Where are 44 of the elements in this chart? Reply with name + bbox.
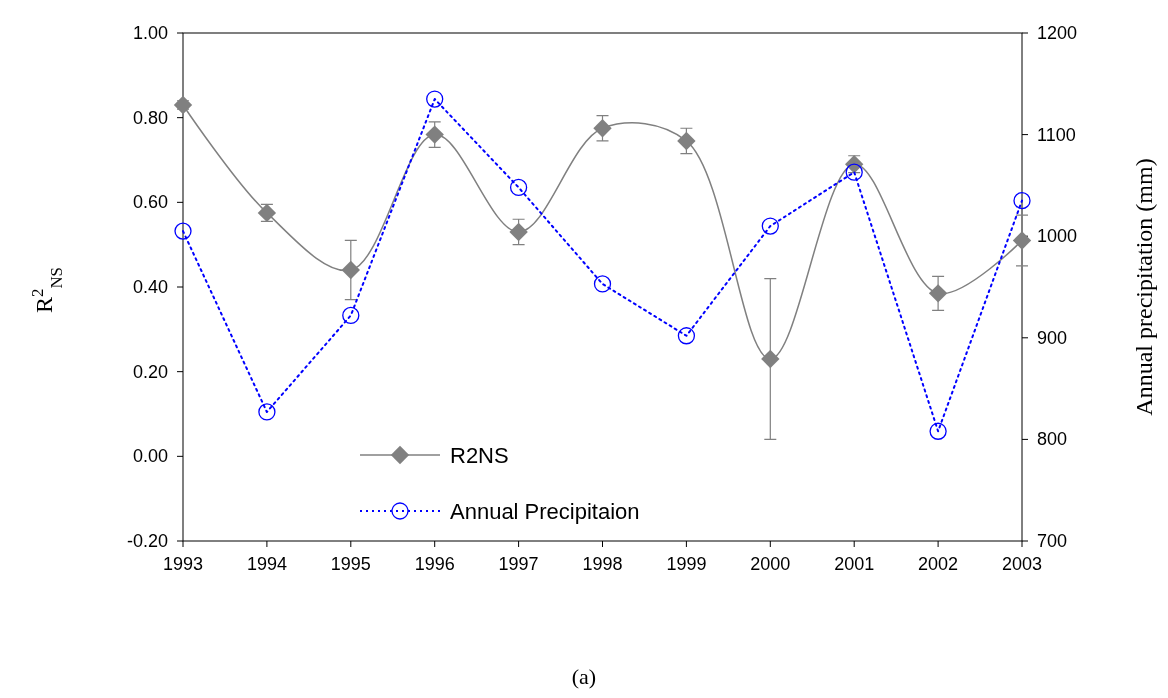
y-tick-label: 0.60	[132, 192, 168, 213]
point	[509, 178, 528, 197]
x-tick-label: 1995	[330, 554, 371, 574]
y-tick-label: 0.40	[132, 277, 168, 297]
x-tick-label: 1996	[414, 554, 455, 574]
point	[929, 422, 947, 440]
x-tick-label: 1997	[498, 554, 539, 574]
point	[509, 222, 528, 242]
point	[342, 306, 360, 325]
point	[425, 125, 444, 144]
y2-tick-label: 900	[1037, 327, 1068, 348]
y-tick-label: 0.00	[132, 446, 168, 467]
point	[761, 217, 779, 235]
y2-tick-label: 1000	[1037, 226, 1078, 247]
point	[677, 327, 696, 345]
x-tick-label: 2002	[918, 554, 959, 574]
point	[174, 222, 192, 240]
x-tick-label: 2000	[750, 554, 791, 574]
y2-tick-label: 1200	[1037, 23, 1078, 43]
point	[677, 131, 696, 151]
y2-tick-label: 700	[1037, 531, 1068, 551]
x-tick-label: 2003	[1001, 554, 1043, 574]
point	[593, 275, 612, 293]
x-tick-label: 1994	[246, 554, 287, 574]
point	[426, 90, 444, 108]
legend-label: Annual Precipitaion	[450, 499, 640, 524]
y2-tick-label: 1100	[1037, 124, 1076, 145]
point	[845, 163, 863, 181]
y-tick-label: -0.20	[126, 531, 168, 551]
x-tick-label: 1993	[162, 554, 204, 574]
y-tick-label: 0.20	[132, 361, 168, 382]
point	[761, 349, 780, 369]
y-tick-label: 1.00	[132, 23, 168, 43]
point	[258, 403, 276, 421]
y2-tick-label: 800	[1037, 429, 1068, 450]
text: (a)	[571, 664, 597, 689]
point	[593, 119, 612, 138]
x-tick-label: 1998	[582, 554, 623, 574]
x-tick-label: 2001	[834, 554, 875, 574]
y2-axis-title: Annual precipitation (mm)	[1131, 158, 1157, 416]
y-tick-label: 0.80	[132, 107, 168, 128]
point	[1013, 191, 1031, 210]
x-tick-label: 1999	[666, 554, 707, 574]
legend-label: R2NS	[450, 443, 509, 468]
